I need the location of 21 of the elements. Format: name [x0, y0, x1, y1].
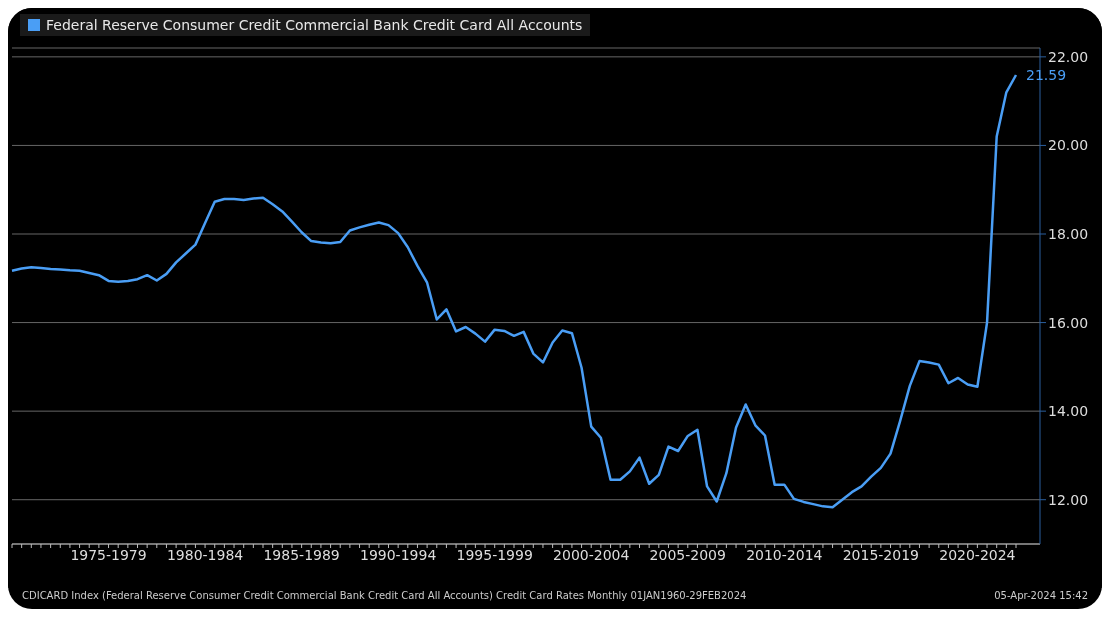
text: 05-Apr-2024 15:42 [994, 590, 1088, 601]
text: CDICARD Index (Federal Reserve Consumer Credit Commercial Bank Credit Card All Accounts) Credit Card Rates Monthly 01JAN1960-29FEB2024 [22, 590, 747, 601]
text: 21.59 [1026, 66, 1067, 83]
x-tick-label: 2020-2024 [939, 546, 1016, 563]
x-tick-label: 2000-2004 [553, 546, 630, 563]
y-tick-label: 14.00 [1048, 403, 1089, 420]
x-tick-label: 1985-1989 [263, 546, 340, 563]
y-tick-label: 20.00 [1048, 137, 1089, 154]
y-tick-label: 22.00 [1048, 48, 1089, 65]
y-tick-label: 18.00 [1048, 225, 1089, 242]
y-tick-label: 12.00 [1048, 491, 1089, 508]
legend-label: Federal Reserve Consumer Credit Commercial Bank Credit Card All Accounts [45, 17, 583, 33]
x-tick-label: 1980-1984 [166, 546, 244, 563]
x-tick-label: 1975-1979 [70, 546, 147, 563]
x-tick-label: 1990-1994 [360, 546, 437, 563]
x-tick-label: 2005-2009 [649, 546, 726, 563]
x-tick-label: 2015-2019 [842, 546, 919, 563]
x-tick-label: 2010-2014 [746, 546, 823, 563]
x-tick-label: 1995-1999 [456, 546, 533, 563]
line-series [10, 73, 1018, 509]
y-tick-label: 16.00 [1048, 314, 1089, 331]
